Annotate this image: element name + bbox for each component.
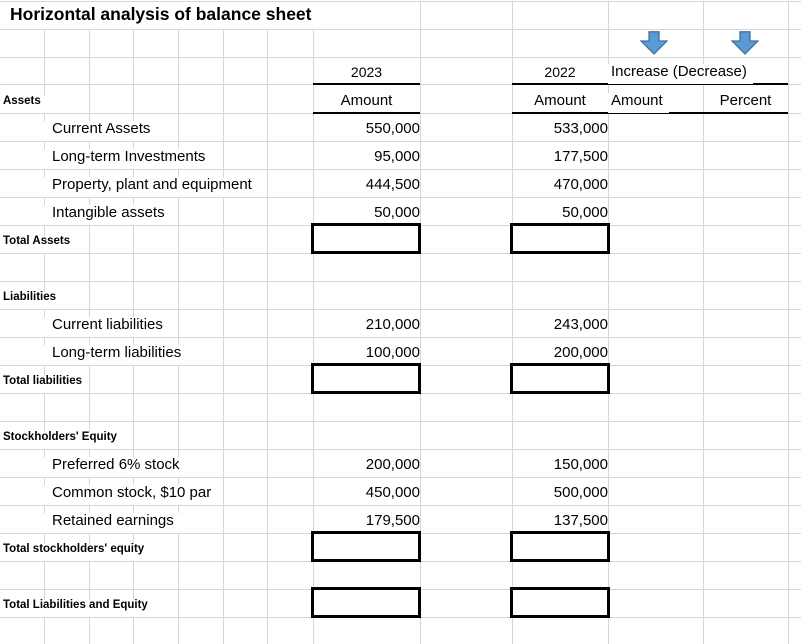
value-2023-current-liabilities: 210,000 — [365, 316, 420, 333]
gridline — [512, 1, 513, 644]
value-2023-current-assets: 550,000 — [365, 120, 420, 137]
row-label-retained-earnings: Retained earnings — [44, 505, 313, 533]
gridline — [0, 309, 801, 310]
header-border — [313, 112, 420, 114]
total-assets-2023-input[interactable] — [311, 223, 421, 254]
total-liabilities-and-equity-2022-input[interactable] — [510, 587, 610, 618]
down-arrow-icon — [640, 31, 668, 55]
gridline — [0, 197, 801, 198]
gridline — [0, 477, 801, 478]
down-arrow-icon — [731, 31, 759, 55]
gridline — [0, 1, 801, 2]
sheet-title: Horizontal analysis of balance sheet — [0, 0, 320, 29]
column-header-amount-2022: Amount — [534, 92, 586, 109]
gridline — [788, 1, 789, 644]
gridline — [0, 141, 801, 142]
row-label-long-term-liabilities: Long-term liabilities — [44, 337, 313, 365]
value-2023-preferred-stock: 200,000 — [365, 456, 420, 473]
value-2022-long-term-liabilities: 200,000 — [553, 344, 608, 361]
section-header-total-stockholders-equity: Total stockholders' equity — [0, 533, 300, 561]
section-header-total-liabilities-and-equity: Total Liabilities and Equity — [0, 589, 300, 617]
gridline — [0, 281, 801, 282]
gridline — [608, 1, 609, 644]
total-stockholders-equity-2022-input[interactable] — [510, 531, 610, 562]
section-header-total-liabilities: Total liabilities — [0, 365, 300, 393]
value-2022-intangible-assets: 50,000 — [562, 204, 608, 221]
value-2022-current-liabilities: 243,000 — [553, 316, 608, 333]
gridline — [0, 505, 801, 506]
value-2022-long-term-investments: 177,500 — [553, 148, 608, 165]
gridline — [420, 1, 421, 644]
value-2023-intangible-assets: 50,000 — [374, 204, 420, 221]
column-header-amount-change: Amount — [608, 84, 703, 113]
sheet-title-text: Horizontal analysis of balance sheet — [0, 2, 320, 27]
total-liabilities-2022-input[interactable] — [510, 363, 610, 394]
total-stockholders-equity-2023-input[interactable] — [311, 531, 421, 562]
row-label-intangible-assets: Intangible assets — [44, 197, 313, 225]
gridline — [0, 57, 801, 58]
value-2023-long-term-liabilities: 100,000 — [365, 344, 420, 361]
section-header-stockholders-equity: Stockholders' Equity — [0, 421, 300, 449]
gridline — [0, 169, 801, 170]
row-label-common-stock: Common stock, $10 par — [44, 477, 313, 505]
total-liabilities-and-equity-2023-input[interactable] — [311, 587, 421, 618]
column-header-2023: 2023 — [350, 64, 383, 80]
total-liabilities-2023-input[interactable] — [311, 363, 421, 394]
gridline — [0, 29, 801, 30]
row-label-current-assets: Current Assets — [44, 113, 313, 141]
value-2023-common-stock: 450,000 — [365, 484, 420, 501]
column-header-percent: Percent — [719, 92, 772, 109]
value-2023-long-term-investments: 95,000 — [374, 148, 420, 165]
gridline — [0, 449, 801, 450]
value-2022-common-stock: 500,000 — [553, 484, 608, 501]
gridline — [223, 29, 224, 644]
value-2022-current-assets: 533,000 — [553, 120, 608, 137]
header-border — [313, 83, 420, 85]
gridline — [313, 29, 314, 644]
value-2022-retained-earnings: 137,500 — [553, 512, 608, 529]
row-label-current-liabilities: Current liabilities — [44, 309, 313, 337]
column-header-2022: 2022 — [544, 64, 576, 80]
column-header-increase-decrease: Increase (Decrease) — [608, 57, 801, 84]
row-label-long-term-investments: Long-term Investments — [44, 141, 313, 169]
section-header-total-assets: Total Assets — [0, 225, 300, 253]
gridline — [0, 337, 801, 338]
total-assets-2022-input[interactable] — [510, 223, 610, 254]
value-2023-ppe: 444,500 — [365, 176, 420, 193]
value-2022-ppe: 470,000 — [553, 176, 608, 193]
gridline — [703, 1, 704, 644]
header-border — [512, 83, 788, 85]
gridline — [267, 29, 268, 644]
section-header-liabilities: Liabilities — [0, 281, 300, 309]
value-2023-retained-earnings: 179,500 — [365, 512, 420, 529]
row-label-preferred-stock: Preferred 6% stock — [44, 449, 313, 477]
header-border — [512, 112, 788, 114]
gridline — [178, 29, 179, 644]
gridline — [0, 421, 801, 422]
row-label-ppe: Property, plant and equipment — [44, 169, 313, 197]
section-header-assets: Assets — [0, 84, 300, 113]
value-2022-preferred-stock: 150,000 — [553, 456, 608, 473]
column-header-amount-2023: Amount — [340, 92, 393, 109]
